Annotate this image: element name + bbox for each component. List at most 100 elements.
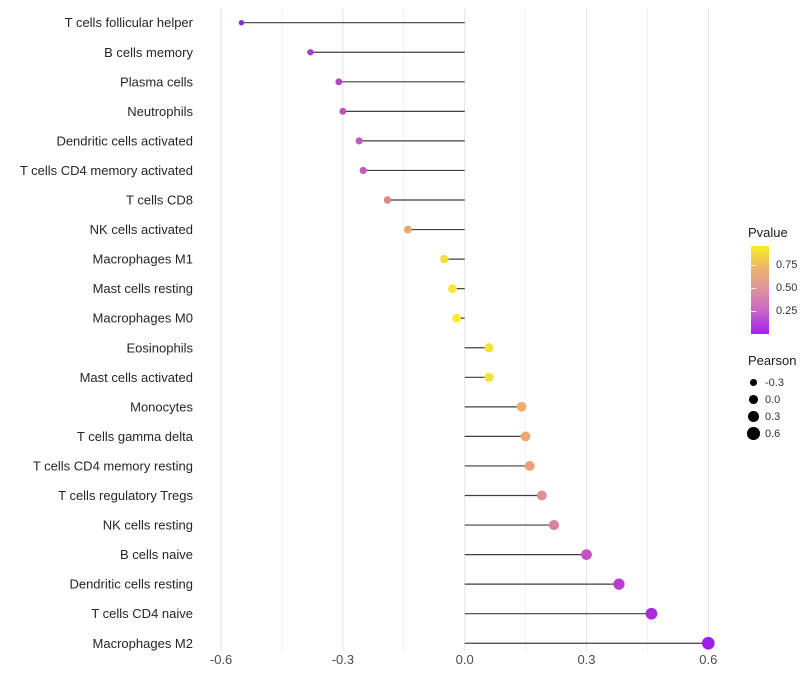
pearson-legend-title: Pearson <box>748 353 797 368</box>
category-label: T cells follicular helper <box>65 15 194 30</box>
category-label: Macrophages M2 <box>93 636 193 651</box>
pearson-key-dot-column <box>746 427 761 440</box>
chart-row: T cells follicular helper <box>65 15 465 30</box>
chart-row: B cells naive <box>120 547 592 562</box>
category-label: T cells CD4 memory activated <box>20 163 193 178</box>
category-label: T cells CD4 naive <box>91 606 193 621</box>
chart-row: Neutrophils <box>127 104 465 119</box>
gridlines-minor <box>281 8 648 651</box>
chart-row: Eosinophils <box>127 340 494 355</box>
pvalue-legend-title: Pvalue <box>748 225 788 240</box>
category-label: T cells CD4 memory resting <box>33 458 193 473</box>
category-label: NK cells activated <box>90 222 193 237</box>
legend-panel: Pvalue 0.75 0.50 0.25 Pearson -0.3 0.0 0.3 0.… <box>746 225 800 442</box>
data-point <box>645 607 658 620</box>
x-tick-label: 0.6 <box>699 652 717 667</box>
pearson-key-dot-column <box>746 379 761 386</box>
chart-row: T cells CD4 memory resting <box>33 458 535 473</box>
pearson-key-label: -0.3 <box>765 376 784 389</box>
chart-row: Plasma cells <box>120 74 465 89</box>
chart-row: T cells CD8 <box>126 193 465 208</box>
data-point <box>307 49 314 56</box>
category-label: B cells memory <box>104 45 193 60</box>
data-point <box>452 313 461 323</box>
colorbar-tick-label: 0.75 <box>776 259 798 272</box>
chart-row: Mast cells activated <box>80 370 494 385</box>
chart-row: NK cells activated <box>90 222 465 237</box>
pearson-key-dot <box>748 411 759 422</box>
pearson-key-label: 0.0 <box>765 393 781 406</box>
pvalue-colorbar-wrap: 0.75 0.50 0.25 <box>751 246 800 334</box>
pvalue-legend: Pvalue 0.75 0.50 0.25 <box>746 225 800 334</box>
category-label: T cells regulatory Tregs <box>58 488 193 503</box>
chart-row: Macrophages M1 <box>93 252 465 267</box>
pvalue-colorbar <box>751 246 769 334</box>
pearson-legend: Pearson -0.3 0.0 0.3 0.6 <box>746 353 800 442</box>
chart-rows: T cells follicular helper B cells memory P… <box>20 15 715 651</box>
data-point <box>581 549 592 560</box>
pearson-key-dot-column <box>746 395 761 404</box>
data-point <box>484 372 494 382</box>
data-point <box>536 490 547 501</box>
chart-row: T cells CD4 memory activated <box>20 163 465 178</box>
colorbar-tick-mark <box>751 265 756 267</box>
x-axis: -0.6 -0.3 0.0 0.3 0.6 <box>210 652 717 667</box>
pearson-key-dot <box>747 427 760 440</box>
colorbar-tick-mark <box>751 311 756 313</box>
chart-row: B cells memory <box>104 45 465 60</box>
pearson-key-dot <box>749 395 758 404</box>
chart-row: T cells CD4 naive <box>91 606 658 621</box>
data-point <box>520 431 531 442</box>
pearson-key-row: -0.3 <box>746 374 800 391</box>
pearson-key-row: 0.6 <box>746 425 800 442</box>
category-label: Mast cells activated <box>80 370 193 385</box>
chart-row: Macrophages M2 <box>93 636 715 651</box>
data-point <box>701 636 715 650</box>
pearson-legend-rows: -0.3 0.0 0.3 0.6 <box>746 374 800 442</box>
category-label: Macrophages M1 <box>93 252 193 267</box>
colorbar-tick-mark <box>751 288 756 290</box>
chart-row: T cells gamma delta <box>77 429 531 444</box>
x-tick-label: -0.3 <box>332 652 354 667</box>
pearson-key-dot <box>750 379 757 386</box>
colorbar-tick-label: 0.50 <box>776 282 798 295</box>
data-point <box>238 20 245 26</box>
chart-row: Dendritic cells activated <box>56 133 465 148</box>
data-point <box>440 254 449 264</box>
chart-row: Macrophages M0 <box>93 311 465 326</box>
category-label: NK cells resting <box>103 518 193 533</box>
chart-row: NK cells resting <box>103 518 560 533</box>
gridlines-major <box>220 8 709 651</box>
data-point <box>484 343 494 353</box>
category-label: Macrophages M0 <box>93 311 193 326</box>
category-label: Plasma cells <box>120 74 193 89</box>
pearson-key-label: 0.6 <box>765 427 781 440</box>
pearson-key-row: 0.0 <box>746 391 800 408</box>
category-label: Neutrophils <box>127 104 193 119</box>
chart-row: Mast cells resting <box>93 281 465 296</box>
category-label: Dendritic cells activated <box>56 133 193 148</box>
category-label: Monocytes <box>130 399 193 414</box>
data-point <box>339 107 347 115</box>
x-tick-label: -0.6 <box>210 652 232 667</box>
category-label: Eosinophils <box>127 340 194 355</box>
data-point <box>613 578 625 590</box>
data-point <box>383 196 392 204</box>
data-point <box>524 461 535 471</box>
chart-row: Monocytes <box>130 399 527 414</box>
category-label: T cells gamma delta <box>77 429 194 444</box>
x-tick-label: 0.0 <box>456 652 474 667</box>
chart-row: Dendritic cells resting <box>69 577 625 592</box>
data-point <box>516 402 527 412</box>
data-point <box>548 519 560 531</box>
data-point <box>335 78 343 86</box>
pearson-key-dot-column <box>746 411 761 422</box>
data-point <box>355 137 363 145</box>
x-tick-label: 0.3 <box>577 652 595 667</box>
data-point <box>403 225 412 234</box>
category-label: Mast cells resting <box>93 281 193 296</box>
category-label: T cells CD8 <box>126 193 193 208</box>
chart-row: T cells regulatory Tregs <box>58 488 547 503</box>
pearson-key-row: 0.3 <box>746 408 800 425</box>
